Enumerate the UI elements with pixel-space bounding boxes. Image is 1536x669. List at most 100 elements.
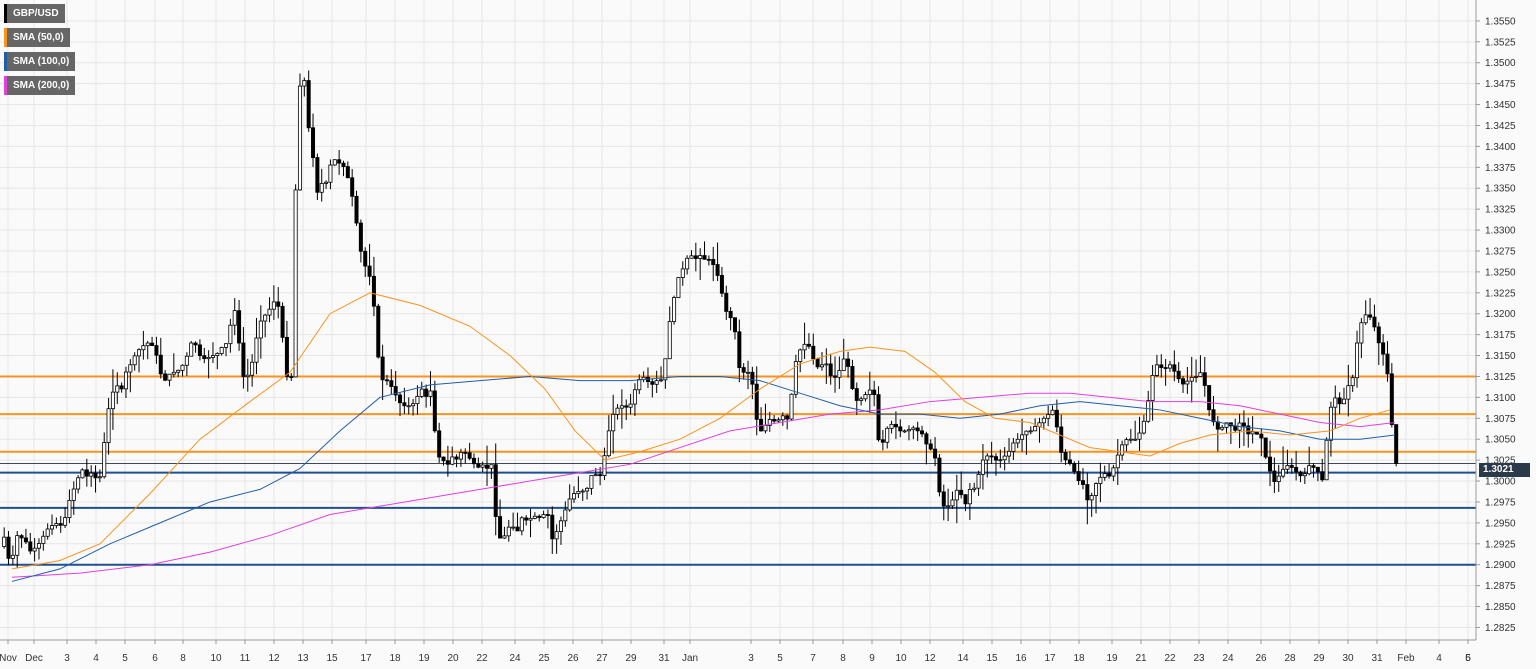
candle-bear [28, 541, 33, 552]
candle-bear [706, 258, 711, 261]
candle-bear [150, 342, 155, 346]
price-tick-label: 1.3375 [1485, 163, 1516, 174]
candle-bear [276, 301, 281, 307]
candle-bear [6, 536, 11, 559]
candle-bull [889, 423, 894, 429]
candle-bull [89, 472, 94, 477]
candle-bull [837, 370, 842, 378]
candle-bull [171, 371, 176, 375]
candle-bull [458, 451, 463, 460]
candle-bear [1320, 471, 1325, 481]
candle-bull [1359, 322, 1364, 344]
sma-lines [11, 292, 1396, 582]
price-tick-label: 1.3475 [1485, 79, 1516, 90]
candle-bear [828, 363, 833, 377]
date-tick-label: 20 [447, 653, 459, 664]
candle-bull [332, 159, 337, 166]
candle-bull [106, 408, 111, 443]
candle-bear [915, 427, 920, 432]
candle-bull [45, 528, 50, 537]
candle-bull [663, 358, 668, 381]
price-tick-label: 1.3200 [1485, 309, 1516, 320]
candle-bear [1054, 409, 1059, 428]
price-tick-label: 1.2825 [1485, 623, 1516, 634]
candle-bull [141, 345, 146, 351]
candle-bull [1285, 465, 1290, 470]
grid-layer [0, 0, 1476, 640]
candle-bull [1115, 454, 1120, 469]
legend-item-sma200[interactable]: SMA (200,0) [4, 76, 76, 95]
candle-bear [1376, 326, 1381, 344]
candle-bull [602, 455, 607, 477]
candle-bull [511, 526, 516, 529]
date-tick-label: 29 [625, 653, 637, 664]
candle-bear [202, 355, 207, 360]
candle-bear [854, 388, 859, 401]
date-tick-label: 10 [210, 653, 222, 664]
candle-bear [715, 264, 720, 276]
candle-bull [824, 363, 829, 366]
candle-bear [815, 358, 820, 368]
candle-bear [485, 464, 490, 469]
candle-bear [58, 523, 63, 526]
date-tick-label: 16 [1015, 653, 1027, 664]
candle-bull [906, 429, 911, 432]
candle-bear [933, 448, 938, 459]
candle-bull [885, 427, 890, 443]
candle-bull [1041, 417, 1046, 424]
candle-bull [541, 514, 546, 518]
candle-bear [284, 336, 289, 377]
date-tick-label: Nov [0, 653, 17, 664]
candle-bear [163, 373, 168, 381]
candle-bear [711, 258, 716, 265]
candle-bull [1150, 375, 1155, 401]
candle-bull [250, 361, 255, 376]
legend-item-gbpusd[interactable]: GBP/USD [4, 4, 65, 23]
candle-bear [1085, 484, 1090, 501]
legend-item-sma100[interactable]: SMA (100,0) [4, 52, 76, 71]
legend-label: SMA (50,0) [13, 32, 64, 43]
sma-100-line [11, 375, 1396, 582]
candle-bear [280, 305, 285, 338]
date-tick-label: 4 [93, 653, 99, 664]
candle-bull [1189, 376, 1194, 382]
candle-bull [659, 379, 664, 382]
candle-bull [985, 455, 990, 461]
price-tick-label: 1.3325 [1485, 205, 1516, 216]
candle-bull [1363, 314, 1368, 324]
candle-bear [350, 177, 355, 197]
candle-bull [254, 337, 259, 363]
candle-bull [746, 371, 751, 374]
candle-bull [789, 393, 794, 420]
candle-bear [354, 195, 359, 224]
candle-bear [737, 331, 742, 368]
candle-bear [1394, 424, 1399, 464]
candle-bear [893, 423, 898, 428]
candle-bear [1298, 471, 1303, 477]
price-tick-label: 1.3500 [1485, 58, 1516, 69]
candle-bull [297, 85, 302, 191]
candle-bear [1076, 471, 1081, 482]
candle-bear [1381, 342, 1386, 355]
candle-bull [271, 301, 276, 310]
candle-bull [419, 388, 424, 397]
candle-bull [263, 314, 268, 322]
legend-item-sma50[interactable]: SMA (50,0) [4, 28, 70, 47]
candle-bear [467, 452, 472, 459]
price-tick-label: 1.2975 [1485, 497, 1516, 508]
candle-bull [519, 517, 524, 532]
candle-bull [1307, 465, 1312, 475]
candle-bear [1315, 467, 1320, 473]
sma-50-line [11, 292, 1391, 570]
candle-bear [389, 380, 394, 387]
candle-bull [841, 358, 846, 371]
candle-bull [167, 373, 172, 381]
candle-bull [1028, 430, 1033, 433]
candle-bear [341, 162, 346, 167]
candle-bull [428, 390, 433, 397]
candle-bear [741, 367, 746, 373]
date-tick-label: Dec [25, 653, 43, 664]
candle-bull [980, 459, 985, 475]
price-tick-label: 1.2875 [1485, 581, 1516, 592]
price-tick-label: 1.3425 [1485, 121, 1516, 132]
